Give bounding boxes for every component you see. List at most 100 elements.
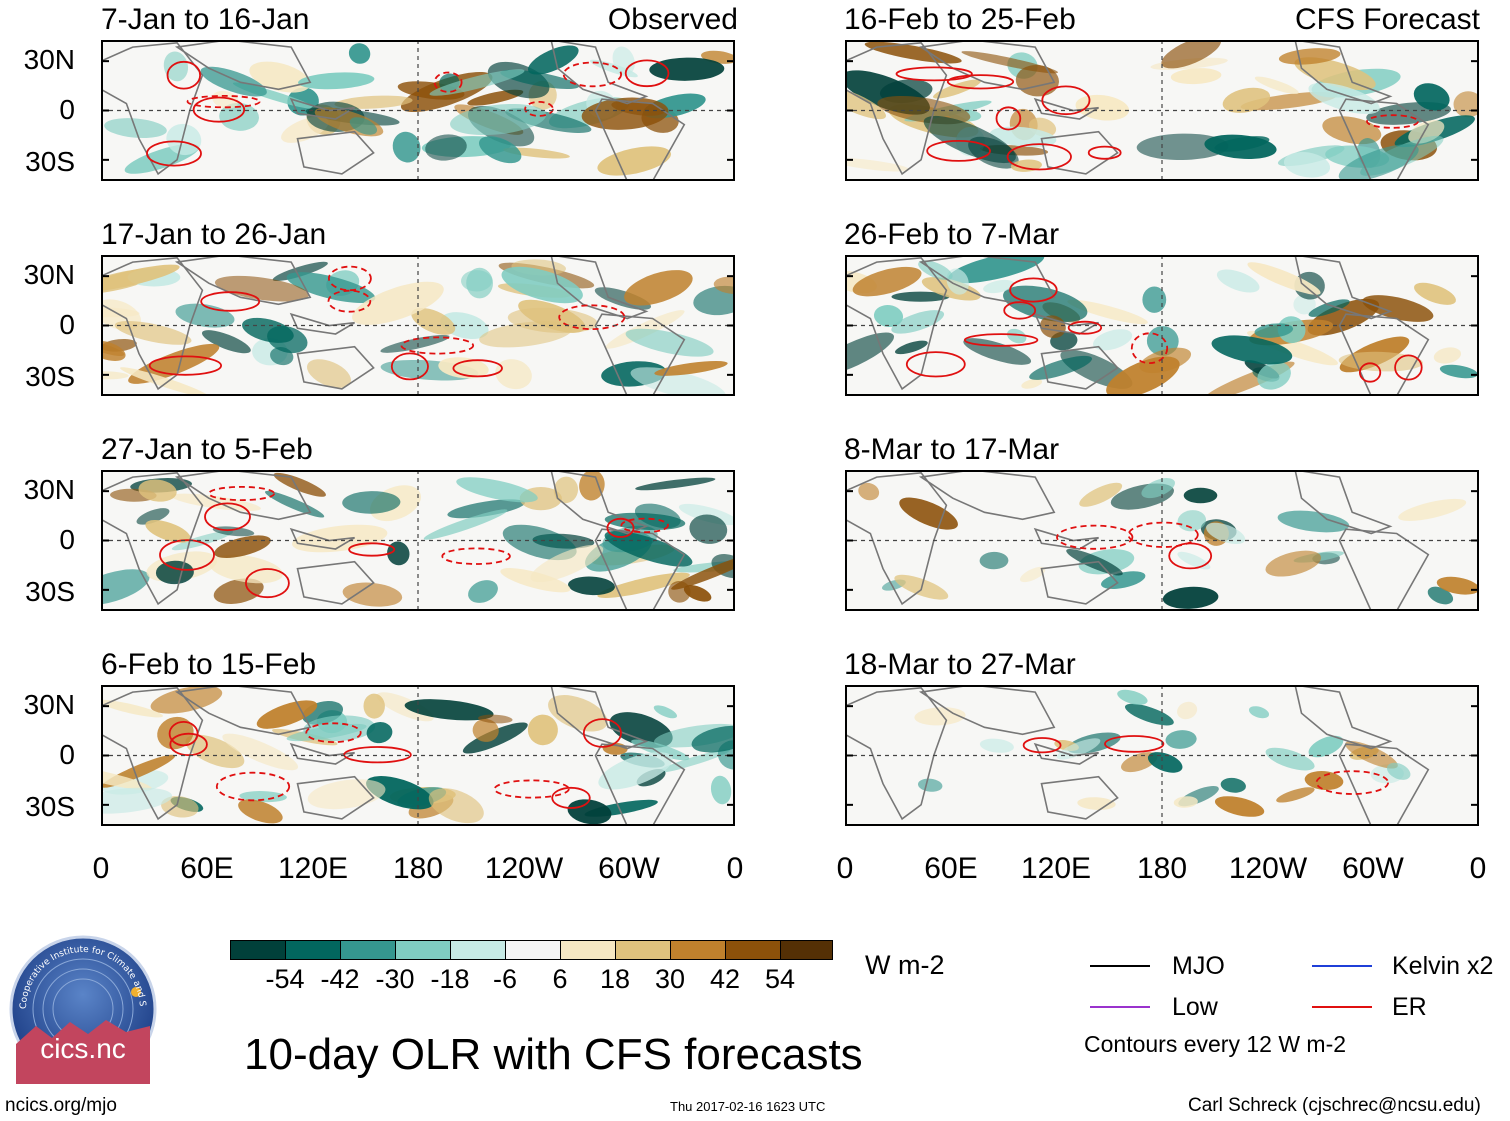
er-contour xyxy=(200,291,261,312)
coastline xyxy=(550,470,649,535)
colorbar-swatch xyxy=(615,940,671,960)
olr-anomaly-blob xyxy=(1277,510,1350,533)
map-panel-observed-1 xyxy=(101,40,735,181)
er-contour xyxy=(1130,332,1169,364)
olr-anomaly-blob xyxy=(1021,378,1043,389)
coastline xyxy=(296,345,375,390)
lat-label-eq: 0 xyxy=(59,524,75,555)
colorbar-tick: -54 xyxy=(265,964,305,994)
olr-anomaly-blob xyxy=(1294,57,1376,91)
colorbar-swatch xyxy=(340,940,396,960)
legend-label-er: ER xyxy=(1392,993,1427,1021)
olr-anomaly-blob xyxy=(138,479,177,502)
olr-anomaly-blob xyxy=(201,330,251,354)
olr-anomaly-blob xyxy=(1141,478,1175,499)
map-svg xyxy=(845,40,1479,181)
olr-anomaly-blob xyxy=(380,334,450,353)
olr-anomaly-blob xyxy=(845,158,910,172)
er-contour xyxy=(390,352,429,381)
lon-label-60w: 60W xyxy=(1342,852,1404,885)
er-contour xyxy=(558,304,626,331)
map-panel-observed-3 xyxy=(101,470,735,611)
olr-anomaly-blob xyxy=(213,578,264,604)
panel-title-forecast-3: 8-Mar to 17-Mar xyxy=(844,433,1060,466)
olr-anomaly-blob xyxy=(1304,770,1344,791)
olr-anomaly-blob xyxy=(568,576,615,596)
olr-anomaly-blob xyxy=(1077,797,1116,810)
coastline xyxy=(1040,130,1119,175)
olr-anomaly-blob xyxy=(171,530,233,551)
olr-anomaly-blob xyxy=(423,509,508,540)
olr-anomaly-blob xyxy=(625,328,714,357)
olr-anomaly-blob xyxy=(894,340,928,355)
coastline xyxy=(594,98,686,181)
coastline xyxy=(296,560,375,605)
olr-anomaly-blob xyxy=(239,791,287,803)
coastline xyxy=(845,686,948,821)
olr-anomaly-blob xyxy=(891,291,950,302)
olr-anomaly-blob xyxy=(366,722,393,744)
forecast-header: CFS Forecast xyxy=(1294,3,1480,36)
map-panel-observed-4 xyxy=(101,685,735,826)
lon-label-60w: 60W xyxy=(598,852,660,885)
olr-anomaly-blob xyxy=(212,526,255,537)
olr-anomaly-blob xyxy=(352,281,444,325)
olr-anomaly-blob xyxy=(1386,762,1411,780)
coastline xyxy=(594,313,686,396)
olr-anomaly-blob xyxy=(155,560,194,585)
olr-anomaly-blob xyxy=(948,255,1045,284)
legend-line-er xyxy=(1312,1006,1372,1008)
olr-anomaly-blob xyxy=(1453,91,1479,118)
olr-anomaly-blob xyxy=(1433,347,1462,364)
olr-anomaly-blob xyxy=(1007,328,1027,344)
olr-anomaly-blob xyxy=(456,477,538,503)
olr-anomaly-blob xyxy=(342,582,403,607)
olr-anomaly-blob xyxy=(161,796,199,818)
olr-anomaly-blob xyxy=(530,544,604,583)
olr-anomaly-blob xyxy=(631,739,690,761)
logo-text: cics.nc xyxy=(40,1033,126,1064)
olr-anomaly-blob xyxy=(598,752,673,790)
olr-anomaly-blob xyxy=(597,146,671,176)
coastline xyxy=(1338,528,1430,611)
olr-anomaly-blob xyxy=(1162,586,1219,609)
lon-label-120w: 120W xyxy=(484,852,564,885)
legend-label-low: Low xyxy=(1172,993,1218,1021)
olr-anomaly-blob xyxy=(1019,566,1046,583)
olr-anomaly-blob xyxy=(502,524,577,561)
coastline xyxy=(101,41,204,176)
map-svg xyxy=(845,685,1479,826)
colorbar-swatch xyxy=(560,940,616,960)
olr-anomaly-blob xyxy=(979,738,1014,753)
olr-anomaly-blob xyxy=(1093,329,1133,351)
lon-label-360: 0 xyxy=(1469,852,1487,885)
coastline xyxy=(1040,560,1119,605)
olr-anomaly-blob xyxy=(479,321,573,348)
olr-anomaly-blob xyxy=(689,514,728,544)
olr-anomaly-blob xyxy=(428,788,484,824)
olr-anomaly-blob xyxy=(1136,133,1229,161)
olr-anomaly-blob xyxy=(101,787,173,814)
olr-anomaly-blob xyxy=(366,776,434,810)
olr-anomaly-blob xyxy=(989,126,1057,148)
cics-logo: Cooperative Institute for Climate and Sa… xyxy=(5,927,158,1084)
coastline xyxy=(1338,743,1430,826)
footer-timestamp: Thu 2017-02-16 1623 UTC xyxy=(670,1099,826,1114)
coastline xyxy=(550,685,649,750)
olr-anomaly-blob xyxy=(1362,295,1434,322)
er-contour xyxy=(1366,114,1419,129)
olr-anomaly-blob xyxy=(292,524,388,553)
map-svg xyxy=(101,685,735,826)
olr-anomaly-blob xyxy=(604,530,693,567)
olr-anomaly-blob xyxy=(1439,364,1478,379)
colorbar-tick: 30 xyxy=(654,964,686,994)
coastline xyxy=(296,775,375,820)
er-contour xyxy=(148,355,223,376)
olr-anomaly-blob xyxy=(581,97,669,130)
er-contour xyxy=(208,485,276,501)
olr-anomaly-blob xyxy=(635,477,716,491)
olr-anomaly-blob xyxy=(1214,796,1265,817)
colorbar-swatch xyxy=(450,940,506,960)
map-panel-forecast-2 xyxy=(845,255,1479,396)
olr-anomaly-blob xyxy=(1211,335,1293,365)
